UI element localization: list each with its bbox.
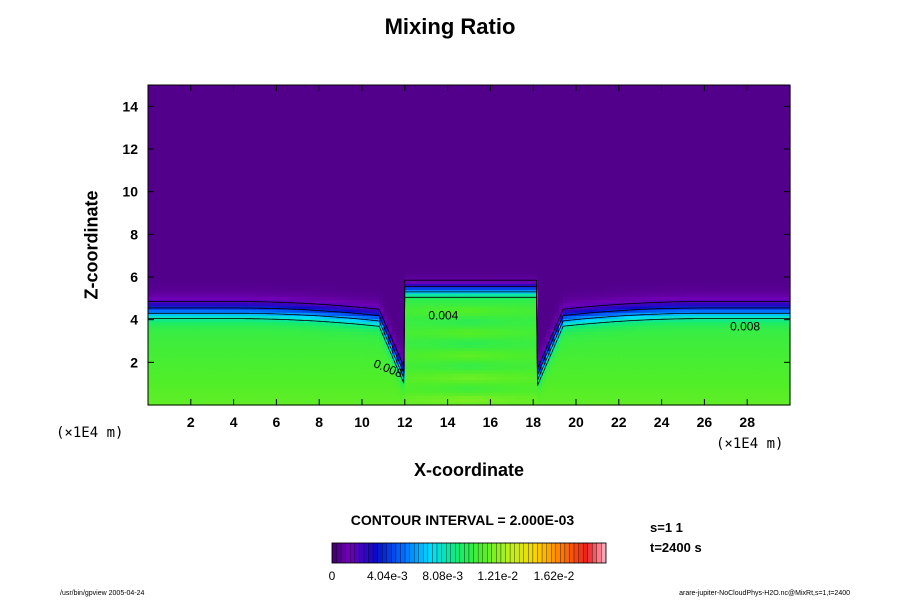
field-cell — [281, 85, 286, 89]
field-cell — [221, 85, 226, 89]
contour-field — [148, 85, 791, 406]
field-cell — [152, 85, 157, 89]
field-cell — [246, 85, 251, 89]
field-cell — [328, 85, 333, 89]
field-cell — [311, 85, 316, 89]
field-cell — [216, 85, 221, 89]
field-cell — [191, 85, 196, 89]
field-cell — [298, 85, 303, 89]
field-cell — [178, 85, 183, 89]
field-cell — [148, 85, 153, 89]
field-cell — [341, 85, 346, 89]
field-cell — [161, 85, 166, 89]
field-cell — [319, 85, 324, 89]
field-cell — [182, 85, 187, 89]
field-cell — [336, 85, 341, 89]
field-cell — [264, 85, 269, 89]
field-cell — [285, 85, 290, 89]
field-cell — [268, 85, 273, 89]
field-cell — [212, 85, 217, 89]
field-cell — [157, 85, 162, 89]
field-cell — [208, 85, 213, 89]
field-cell — [169, 85, 174, 89]
field-cell — [195, 85, 200, 89]
field-cell — [353, 85, 358, 89]
field-cell — [238, 85, 243, 89]
field-cell — [225, 85, 230, 89]
field-cell — [306, 85, 311, 89]
field-cell — [255, 85, 260, 89]
field-cell — [234, 85, 239, 89]
field-cell — [349, 85, 354, 89]
field-cell — [332, 85, 337, 89]
field-cell — [294, 85, 299, 89]
field-cell — [242, 85, 247, 89]
field-cell — [276, 85, 281, 89]
field-cell — [204, 85, 209, 89]
field-cell — [259, 85, 264, 89]
field-cell — [323, 85, 328, 89]
field-cell — [289, 85, 294, 89]
field-cell — [302, 85, 307, 89]
field-cell — [199, 85, 204, 89]
field-cell — [174, 85, 179, 89]
field-cell — [165, 85, 170, 89]
field-cell — [345, 85, 350, 89]
field-cell — [251, 85, 256, 89]
